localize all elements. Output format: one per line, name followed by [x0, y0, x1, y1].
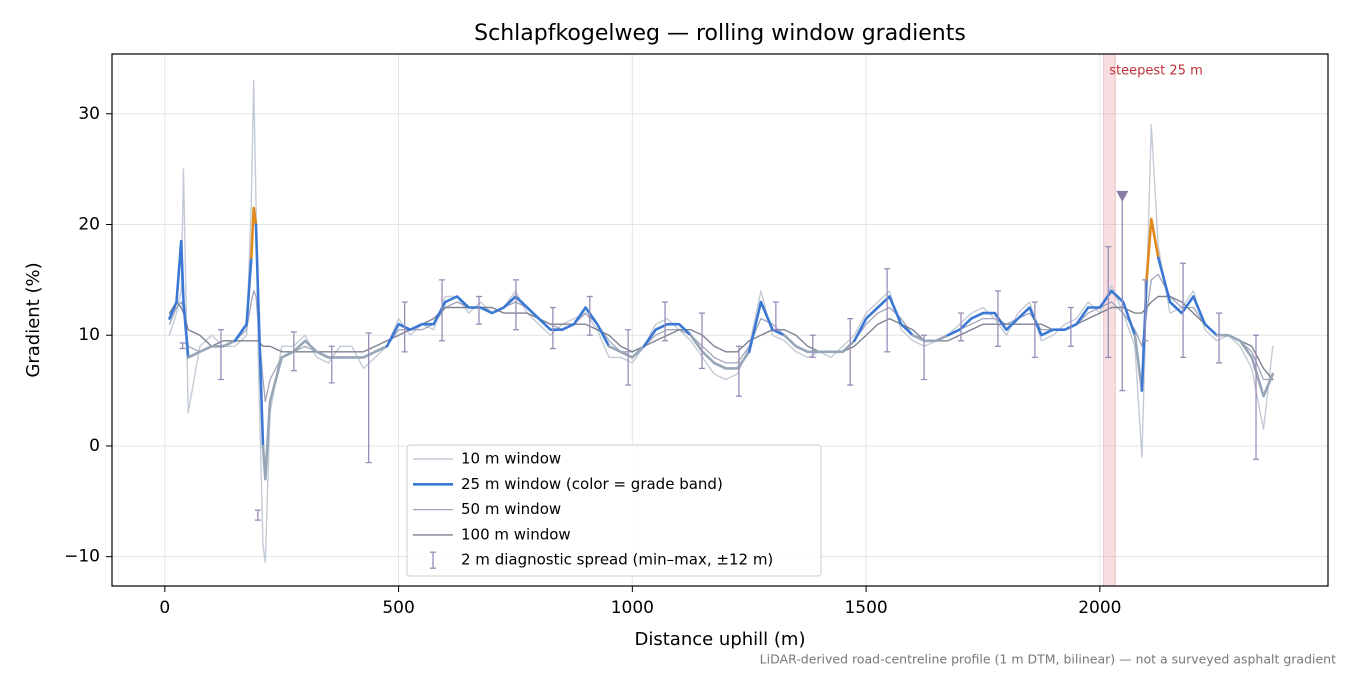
error-bar	[1180, 262, 1187, 359]
error-bar	[1142, 279, 1149, 342]
series-line	[168, 295, 1274, 381]
legend: 10 m window 25 m window (color = grade ba…	[406, 444, 822, 577]
error-bar	[847, 317, 854, 386]
y-tick-label: 0	[89, 436, 100, 456]
error-bar	[290, 331, 297, 372]
highlight-band	[1103, 54, 1116, 586]
error-bar	[625, 329, 632, 386]
series-line	[911, 333, 950, 343]
x-tick-label: 500	[382, 598, 414, 618]
series-line	[385, 295, 611, 348]
error-bar	[439, 279, 446, 342]
x-tick-label: 1000	[611, 598, 654, 618]
series-line	[250, 206, 258, 260]
error-bar	[549, 306, 556, 350]
marker	[1116, 190, 1129, 202]
legend-label: 2 m diagnostic spread (min–max, ±12 m)	[461, 551, 773, 569]
series-line	[642, 322, 693, 348]
error-bar	[1253, 334, 1260, 460]
legend-label: 25 m window (color = grade band)	[461, 475, 723, 493]
error-bar	[217, 329, 224, 381]
error-bar	[772, 301, 779, 331]
series-line	[186, 339, 237, 359]
error-bar	[662, 301, 669, 342]
series-line	[946, 289, 1137, 337]
error-bar	[958, 312, 965, 342]
error-bar	[1105, 245, 1112, 359]
series-line	[607, 344, 646, 359]
x-tick-label: 2000	[1078, 598, 1121, 618]
error-bar	[475, 295, 482, 325]
y-tick-label: 30	[78, 104, 100, 124]
error-bar	[1067, 306, 1074, 347]
series-line	[1157, 256, 1218, 337]
y-tick-label: −10	[64, 547, 100, 567]
legend-label: 100 m window	[461, 525, 571, 543]
error-bar	[1031, 301, 1038, 359]
series-line	[853, 295, 915, 343]
y-tick-label: 20	[78, 215, 100, 235]
series-line	[1215, 333, 1275, 398]
chart-title: Schlapfkogelweg — rolling window gradien…	[474, 21, 966, 46]
footnote: LiDAR-derived road-centreline profile (1…	[760, 652, 1336, 667]
legend-box	[406, 444, 822, 577]
series-line	[254, 223, 265, 448]
y-tick-label: 10	[78, 325, 100, 345]
series-line	[747, 300, 786, 354]
series-line	[261, 339, 389, 481]
error-bar	[735, 345, 742, 397]
error-bar	[1216, 312, 1223, 364]
x-axis-label: Distance uphill (m)	[635, 629, 806, 650]
error-bar	[401, 301, 408, 353]
x-tick-label: 0	[159, 598, 170, 618]
error-bar	[512, 279, 519, 331]
legend-label: 10 m window	[461, 450, 561, 468]
plot-frame	[111, 53, 1329, 587]
legend-label: 50 m window	[461, 500, 561, 518]
y-axis-label: Gradient (%)	[23, 262, 44, 377]
error-bar	[921, 334, 928, 381]
error-bar	[994, 290, 1001, 347]
series-line	[233, 256, 253, 343]
series-line	[168, 239, 190, 359]
plot-area: steepest 25 m	[168, 54, 1275, 586]
error-bar	[365, 332, 372, 464]
series-line	[1145, 217, 1160, 282]
error-bar	[586, 295, 593, 336]
error-bar	[699, 312, 706, 370]
error-bar	[809, 334, 816, 359]
x-tick-label: 1500	[844, 598, 887, 618]
error-bar	[179, 342, 186, 350]
error-bar	[884, 268, 891, 353]
series-line	[782, 333, 856, 354]
highlight-label: steepest 25 m	[1109, 64, 1202, 79]
error-bar	[328, 345, 335, 384]
series-line	[1133, 333, 1144, 392]
error-bar	[254, 509, 261, 521]
